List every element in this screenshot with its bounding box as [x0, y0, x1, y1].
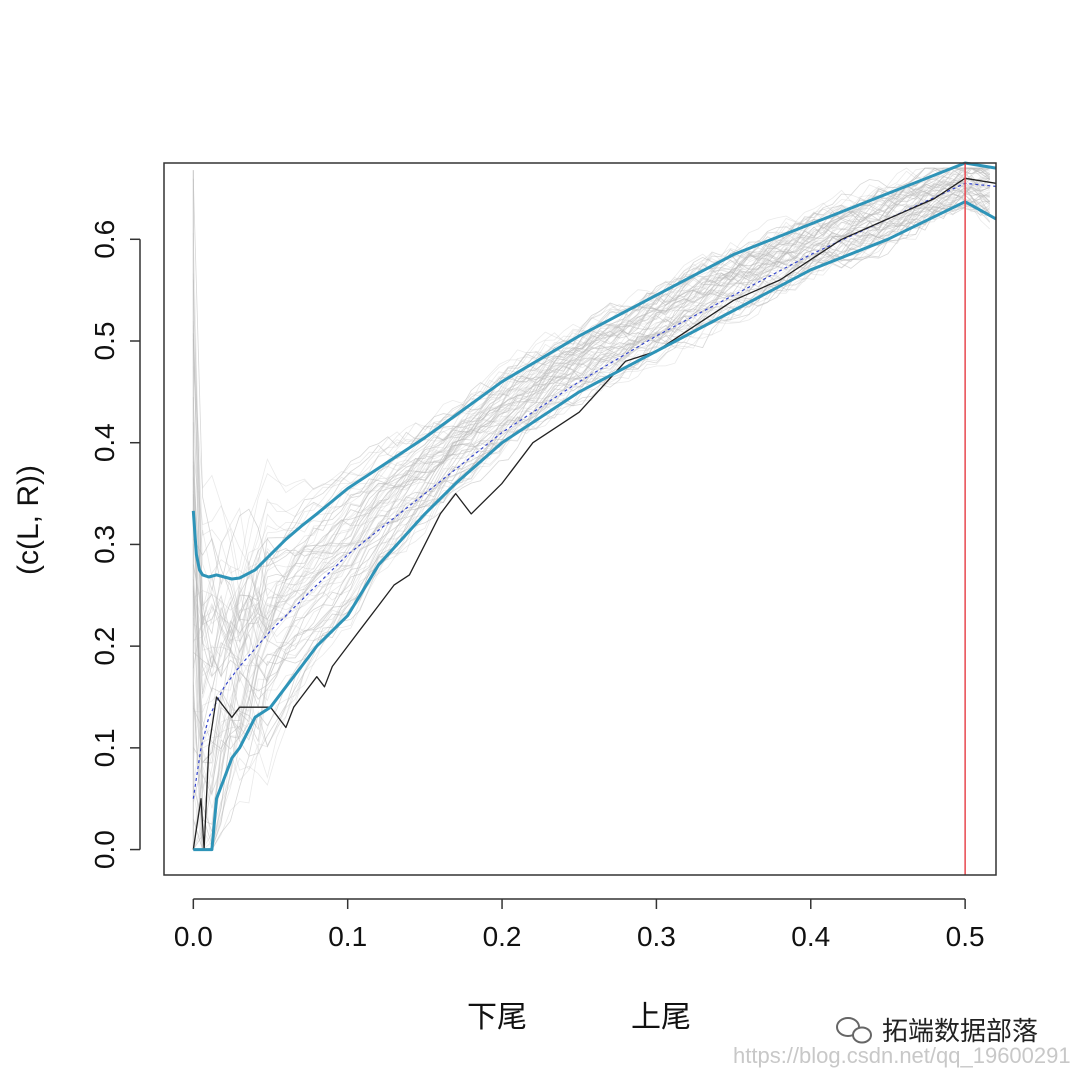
simulation-line: [192, 200, 991, 850]
y-tick-label: 0.4: [89, 423, 120, 462]
simulation-line: [192, 167, 990, 634]
simulation-line: [192, 191, 991, 796]
x-axis: 0.0 0.1 0.2 0.3 0.4 0.5: [174, 898, 985, 952]
simulation-line: [192, 181, 991, 802]
y-axis: 0.0 0.1 0.2 0.3 0.4 0.5 0.6: [89, 220, 141, 869]
simulation-line: [192, 167, 990, 642]
simulation-line: [192, 167, 990, 622]
simulation-line: [192, 167, 991, 645]
series-layer: [191, 161, 997, 852]
y-tick-label: 0.6: [89, 220, 120, 259]
y-tick-label: 0.1: [89, 728, 120, 767]
simulation-line: [192, 203, 991, 850]
y-tick-label: 0.0: [89, 830, 120, 869]
x-tick-label: 0.4: [791, 921, 830, 952]
simulation-line: [192, 177, 990, 764]
simulation-line: [192, 177, 990, 651]
simulation-line: [192, 167, 990, 677]
simulation-line: [193, 197, 991, 850]
simulation-line: [192, 167, 991, 635]
simulation-line: [193, 167, 991, 668]
simulation-line: [192, 186, 990, 832]
simulation-line: [192, 180, 991, 747]
simulation-line: [192, 174, 991, 794]
simulation-line: [192, 168, 991, 764]
simulation-line: [192, 196, 990, 845]
simulation-line: [192, 167, 990, 679]
x-tick-label: 0.2: [483, 921, 522, 952]
simulation-line: [192, 167, 990, 625]
simulation-line: [192, 176, 991, 792]
simulation-line: [192, 199, 991, 749]
simulation-line: [192, 167, 990, 636]
y-axis-label: (c(L, R)): [12, 465, 45, 575]
simulation-lines: [192, 167, 991, 851]
simulation-line: [192, 196, 991, 850]
simulation-line: [192, 194, 991, 764]
simulation-line: [192, 181, 991, 845]
simulation-line: [192, 201, 991, 850]
simulation-line: [192, 190, 990, 851]
upper-band-line: [191, 161, 997, 581]
simulation-line: [192, 183, 991, 693]
simulation-line: [192, 179, 991, 743]
simulation-line: [192, 175, 990, 754]
simulation-line: [192, 167, 990, 574]
watermark-text: 拓端数据部落: [882, 1017, 1038, 1047]
plot-frame: [163, 162, 997, 876]
simulation-line: [192, 178, 990, 691]
simulation-line: [192, 167, 990, 592]
wechat-icon: [836, 1017, 872, 1044]
simulation-line: [192, 192, 990, 850]
x-label-upper: 上尾: [631, 1000, 691, 1035]
simulation-line: [192, 167, 990, 566]
simulation-line: [192, 198, 991, 789]
simulation-line: [192, 175, 990, 634]
simulation-line: [192, 189, 990, 850]
simulation-line: [192, 177, 990, 675]
x-tick-label: 0.1: [328, 921, 367, 952]
watermark-url: https://blog.csdn.net/qq_19600291: [733, 1043, 1071, 1068]
y-tick-label: 0.2: [89, 627, 120, 666]
simulation-line: [193, 177, 990, 666]
empirical-line: [192, 177, 997, 851]
simulation-line: [192, 182, 990, 699]
simulation-line: [192, 200, 991, 850]
watermark: 拓端数据部落 https://blog.csdn.net/qq_19600291: [733, 1017, 1071, 1068]
simulation-line: [192, 167, 990, 585]
simulation-line: [192, 199, 991, 851]
simulation-line: [193, 173, 991, 655]
x-tick-label: 0.3: [637, 921, 676, 952]
simulation-line: [192, 193, 990, 850]
simulation-line: [192, 179, 991, 850]
x-tick-label: 0.0: [174, 921, 213, 952]
simulation-line: [192, 185, 991, 739]
simulation-line: [192, 184, 990, 809]
simulation-line: [192, 204, 991, 850]
x-label-lower: 下尾: [467, 1000, 527, 1035]
x-tick-label: 0.5: [946, 921, 985, 952]
lower-band-line: [193, 200, 997, 852]
y-tick-label: 0.5: [89, 322, 120, 361]
y-tick-label: 0.3: [89, 525, 120, 564]
mean-line: [192, 182, 997, 799]
simulation-line: [193, 167, 991, 713]
